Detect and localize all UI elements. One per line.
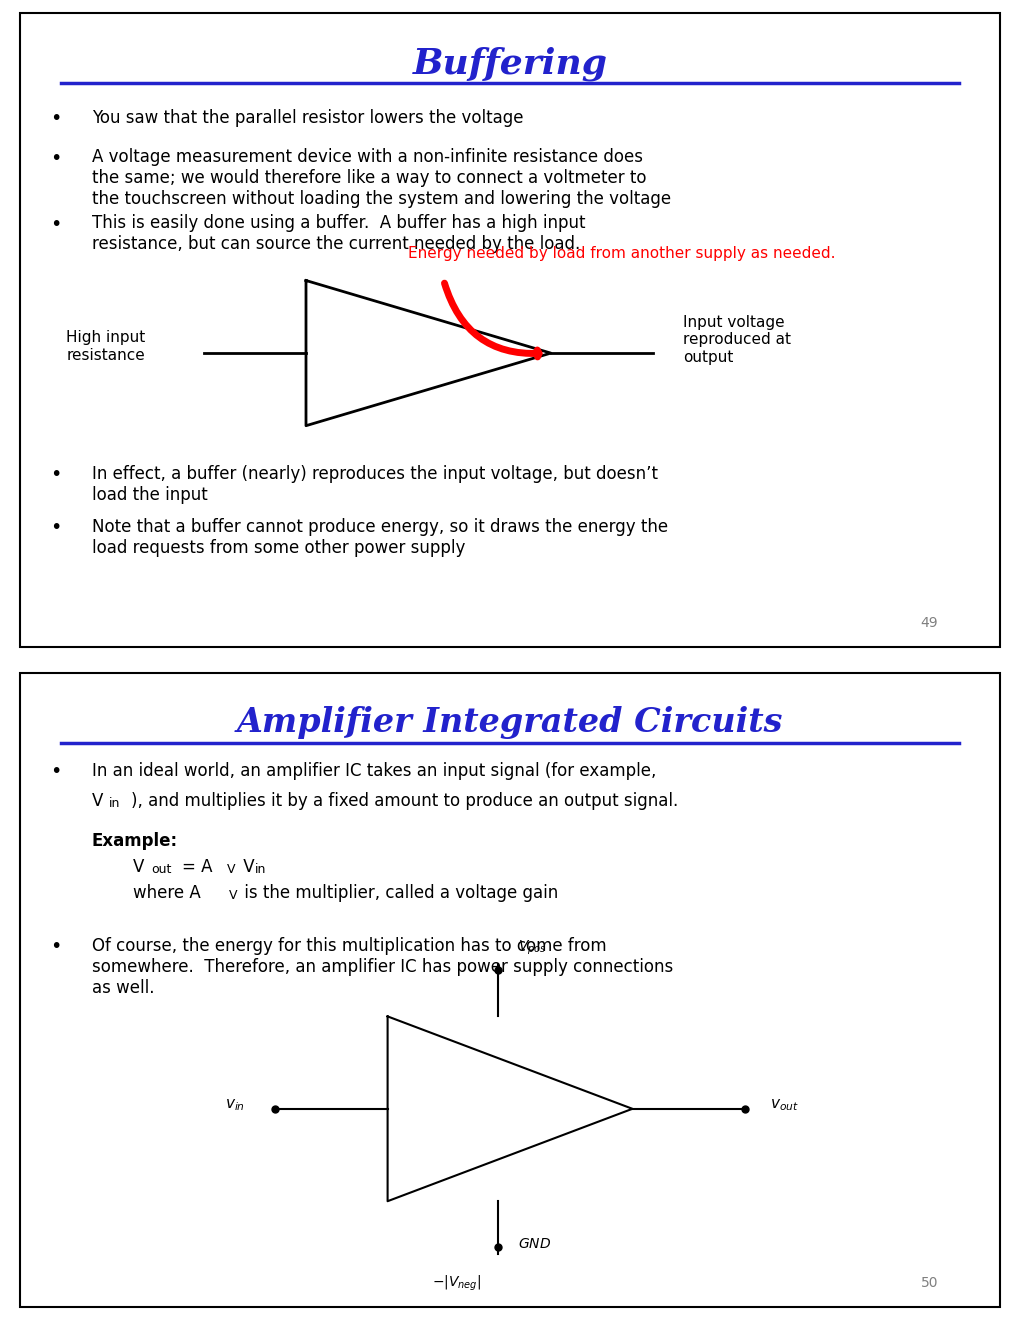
Text: •: • [50, 110, 62, 128]
Text: •: • [50, 465, 62, 484]
Text: V: V [226, 863, 234, 875]
Text: $v_{in}$: $v_{in}$ [224, 1098, 245, 1113]
Text: ), and multiplies it by a fixed amount to produce an output signal.: ), and multiplies it by a fixed amount t… [130, 792, 678, 810]
Text: out: out [151, 863, 171, 875]
Text: A voltage measurement device with a non-infinite resistance does
the same; we wo: A voltage measurement device with a non-… [92, 149, 671, 209]
Text: = A: = A [181, 858, 212, 876]
Text: $GND$: $GND$ [518, 1238, 550, 1251]
Text: This is easily done using a buffer.  A buffer has a high input
resistance, but c: This is easily done using a buffer. A bu… [92, 214, 585, 253]
Text: High input
resistance: High input resistance [66, 330, 146, 363]
Text: Amplifier Integrated Circuits: Amplifier Integrated Circuits [236, 706, 783, 739]
Text: V: V [237, 858, 254, 876]
Text: •: • [50, 937, 62, 956]
Text: Energy needed by load from another supply as needed.: Energy needed by load from another suppl… [408, 246, 835, 261]
Text: Input voltage
reproduced at
output: Input voltage reproduced at output [683, 315, 791, 364]
Text: 49: 49 [920, 616, 937, 630]
Text: In an ideal world, an amplifier IC takes an input signal (for example,: In an ideal world, an amplifier IC takes… [92, 763, 655, 780]
Text: V: V [92, 792, 103, 810]
Text: Buffering: Buffering [412, 46, 607, 81]
Text: $v_{out}$: $v_{out}$ [769, 1098, 798, 1113]
Text: •: • [50, 149, 62, 168]
Text: $V_{pos}$: $V_{pos}$ [518, 939, 546, 957]
Text: where A: where A [132, 884, 200, 903]
Text: Example:: Example: [92, 832, 177, 850]
Text: •: • [50, 763, 62, 781]
FancyBboxPatch shape [20, 673, 999, 1307]
Text: $-|V_{neg}|$: $-|V_{neg}|$ [432, 1274, 481, 1294]
Text: Of course, the energy for this multiplication has to come from
somewhere.  There: Of course, the energy for this multiplic… [92, 937, 673, 997]
Text: Note that a buffer cannot produce energy, so it draws the energy the
load reques: Note that a buffer cannot produce energy… [92, 519, 667, 557]
FancyBboxPatch shape [20, 13, 999, 647]
Text: V: V [132, 858, 144, 876]
Text: •: • [50, 519, 62, 537]
Text: in: in [255, 863, 266, 875]
Text: is the multiplier, called a voltage gain: is the multiplier, called a voltage gain [238, 884, 557, 903]
Text: 50: 50 [920, 1276, 937, 1291]
Text: V: V [228, 890, 236, 902]
Text: In effect, a buffer (nearly) reproduces the input voltage, but doesn’t
load the : In effect, a buffer (nearly) reproduces … [92, 465, 657, 504]
Text: •: • [50, 214, 62, 234]
Text: You saw that the parallel resistor lowers the voltage: You saw that the parallel resistor lower… [92, 110, 523, 127]
Text: in: in [109, 796, 120, 809]
